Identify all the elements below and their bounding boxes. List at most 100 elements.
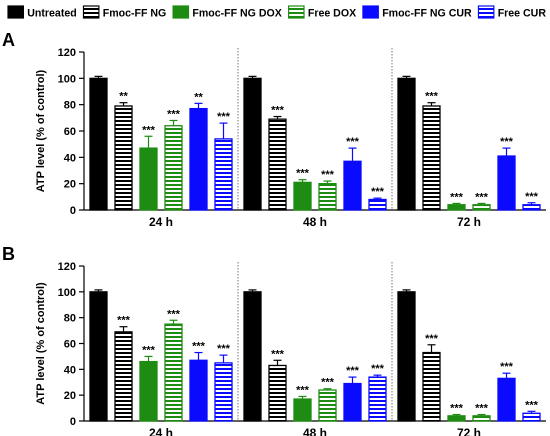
panel-b: B 0 20 40 60 80 100 120 ATP level (% of control)… [2,244,546,436]
significance-label: *** [192,341,206,353]
bar [472,415,491,422]
category-label: 48 h [303,426,327,436]
legend-label-0: Untreated [27,7,76,19]
significance-label: *** [271,348,285,360]
significance-label: ** [194,91,203,103]
bar [189,359,208,422]
bar [268,118,287,211]
bar [214,362,233,422]
bar [318,389,337,422]
significance-label: *** [296,168,310,180]
legend-swatch-3 [288,5,305,19]
bar [397,291,416,422]
y-axis-label: ATP level (% of control) [35,69,47,192]
y-tick-label: 40 [64,364,76,376]
significance-label: *** [425,91,439,103]
bar [114,105,133,211]
bar [318,183,337,211]
bar [268,364,287,422]
bar [89,291,108,422]
y-tick-label: 20 [64,390,76,402]
y-tick-label: 80 [64,313,76,325]
significance-label: ** [119,91,128,103]
legend-label-4: Fmoc-FF NG CUR [382,7,472,19]
bar [139,360,158,422]
bar [293,181,312,211]
legend-swatch-0 [7,5,24,19]
bar [447,204,466,211]
significance-label: *** [475,191,489,203]
legend-swatch-1 [82,5,100,19]
significance-label: *** [371,186,385,198]
bar [497,377,516,422]
significance-label: *** [296,384,310,396]
category-label: 48 h [303,215,327,229]
legend: Untreated Fmoc-FF NG Fmoc-FF NG DOX Free DO… [7,5,546,20]
y-tick-label: 120 [58,47,76,59]
significance-label: *** [117,315,131,327]
significance-label: *** [271,105,285,117]
legend-swatch-4 [362,5,379,19]
significance-label: *** [450,191,464,203]
significance-label: *** [142,124,156,136]
bar [293,398,312,422]
bar [522,412,541,422]
significance-label: *** [450,403,464,415]
bar [189,107,208,211]
bar [243,77,262,211]
significance-label: *** [321,169,335,181]
y-tick-label: 120 [58,261,76,273]
y-tick-label: 100 [58,73,76,85]
significance-label: *** [525,399,539,411]
significance-label: *** [500,361,514,373]
bar [164,323,183,422]
bar [114,331,133,422]
legend-label-2: Fmoc-FF NG DOX [192,7,282,19]
bar [89,77,108,211]
bar [214,138,233,211]
significance-label: *** [217,343,231,355]
bar [497,155,516,211]
y-axis-label: ATP level (% of control) [35,282,47,405]
significance-label: *** [525,191,539,203]
bar [164,125,183,211]
bar [139,147,158,211]
significance-label: *** [142,344,156,356]
bar [522,204,541,211]
significance-label: *** [217,111,231,123]
significance-label: *** [371,363,385,375]
y-tick-label: 60 [64,339,76,351]
y-tick-label: 80 [64,100,76,112]
significance-label: *** [346,136,360,148]
significance-label: *** [475,403,489,415]
bar [422,105,441,211]
panel-a: A 0 20 40 60 80 100 120 ATP level (% of control)… [2,30,546,229]
bar [368,198,387,211]
significance-label: *** [425,333,439,345]
y-tick-label: 100 [58,287,76,299]
legend-label-1: Fmoc-FF NG [103,7,167,19]
bar [243,291,262,422]
y-tick-label: 60 [64,126,76,138]
legend-label-3: Free DOX [308,7,357,19]
significance-label: *** [500,136,514,148]
category-label: 72 h [457,215,481,229]
panel-letter: B [2,244,15,264]
bar [422,351,441,422]
legend-label-5: Free CUR [498,7,546,19]
significance-label: *** [167,108,181,120]
category-label: 24 h [149,215,173,229]
bar [343,382,362,422]
bar [447,415,466,422]
category-label: 24 h [149,426,173,436]
legend-swatch-2 [172,5,190,19]
bar [397,77,416,211]
bar [368,376,387,422]
legend-swatch-5 [477,5,495,19]
significance-label: *** [346,365,360,377]
panel-letter: A [2,30,15,50]
category-label: 72 h [457,426,481,436]
bar [472,204,491,211]
significance-label: *** [321,377,335,389]
